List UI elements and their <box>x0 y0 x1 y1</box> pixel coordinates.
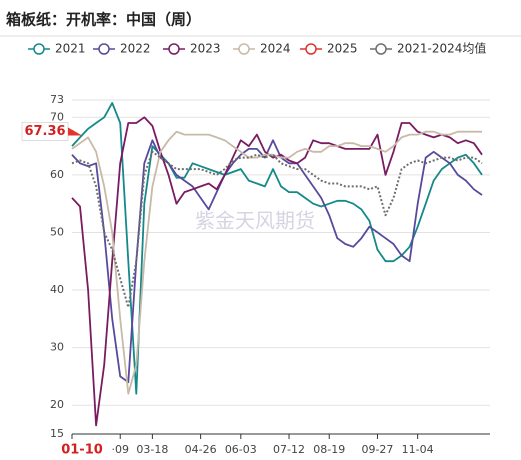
legend-label: 2021 <box>55 42 86 56</box>
legend-marker <box>238 43 250 55</box>
legend-item: 2022 <box>93 42 151 56</box>
x-tick-label: 09-27 <box>361 443 393 456</box>
y-tick-label: 70 <box>50 110 64 123</box>
x-tick-label: 07-12 <box>273 443 305 456</box>
series-line <box>71 116 483 427</box>
legend-item: 2025 <box>300 42 358 56</box>
y-tick-label: 30 <box>50 341 64 354</box>
x-tick-label: ·09 <box>111 443 129 456</box>
x-tick-label: 04-26 <box>185 443 217 456</box>
legend-item: 2021 <box>28 42 86 56</box>
y-tick-label: 15 <box>50 427 64 440</box>
y-tick-label: 60 <box>50 168 64 181</box>
legend-item: 2024 <box>233 42 291 56</box>
legend-marker <box>168 43 180 55</box>
legend-label: 2025 <box>327 42 358 56</box>
legend-label: 2022 <box>120 42 151 56</box>
legend-label: 2024 <box>260 42 291 56</box>
legend-marker <box>375 43 387 55</box>
series-line <box>71 150 483 309</box>
value-label: 67.36 <box>24 124 65 139</box>
legend-item: 2023 <box>163 42 221 56</box>
x-tick-label: 08-19 <box>313 443 345 456</box>
x-tick-label: 06-03 <box>225 443 257 456</box>
legend-item: 2021-2024均值 <box>370 41 486 56</box>
watermark: 紫金天风期货 <box>195 209 315 233</box>
series-line <box>71 130 482 395</box>
series-line <box>71 139 483 384</box>
x-tick-label: 03-18 <box>136 443 168 456</box>
series-line <box>71 102 483 395</box>
value-label-arrow <box>68 127 82 136</box>
legend-label: 2021-2024均值 <box>397 41 486 56</box>
x-tick-label: 01-10 <box>61 443 103 458</box>
legend-marker <box>98 43 110 55</box>
y-tick-label: 50 <box>50 225 64 238</box>
legend-marker <box>33 43 45 55</box>
y-tick-label: 40 <box>50 283 64 296</box>
x-tick-label: 11-04 <box>402 443 434 456</box>
y-tick-label: 73 <box>50 93 64 106</box>
y-tick-label: 20 <box>50 398 64 411</box>
chart-title: 箱板纸：开机率：中国（周） <box>6 11 201 29</box>
legend-marker <box>305 43 317 55</box>
legend-label: 2023 <box>190 42 221 56</box>
